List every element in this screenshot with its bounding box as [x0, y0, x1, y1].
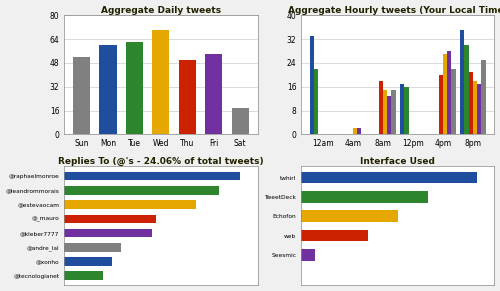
Bar — [310, 36, 314, 134]
Bar — [387, 96, 392, 134]
Bar — [64, 214, 156, 223]
Bar — [452, 69, 456, 134]
Title: Replies To (@'s - 24.06% of total tweets): Replies To (@'s - 24.06% of total tweets… — [58, 157, 264, 166]
Bar — [126, 42, 143, 134]
Title: Aggregate Daily tweets: Aggregate Daily tweets — [101, 6, 221, 15]
Bar — [64, 200, 196, 209]
Title: Aggregate Hourly tweets (Your Local Time): Aggregate Hourly tweets (Your Local Time… — [288, 6, 500, 15]
Bar — [447, 51, 452, 134]
Title: Interface Used: Interface Used — [360, 157, 436, 166]
Bar — [443, 54, 447, 134]
Bar — [392, 90, 396, 134]
Bar — [152, 30, 170, 134]
Bar — [482, 60, 486, 134]
Bar — [464, 45, 468, 134]
Bar — [383, 90, 387, 134]
Bar — [73, 57, 90, 134]
Bar — [301, 210, 398, 222]
Bar — [353, 128, 357, 134]
Bar — [301, 172, 477, 183]
Bar — [100, 45, 116, 134]
Bar — [301, 191, 428, 203]
Bar — [468, 72, 473, 134]
Bar — [477, 84, 482, 134]
Bar — [64, 186, 219, 195]
Bar — [301, 230, 368, 241]
Bar — [205, 54, 222, 134]
Bar — [64, 243, 120, 251]
Bar — [64, 172, 240, 180]
Bar — [404, 87, 408, 134]
Bar — [400, 84, 404, 134]
Bar — [460, 30, 464, 134]
Bar — [473, 81, 477, 134]
Bar — [438, 75, 443, 134]
Bar — [64, 272, 103, 280]
Bar — [301, 249, 316, 261]
Bar — [64, 229, 152, 237]
Bar — [378, 81, 383, 134]
Bar — [232, 108, 248, 134]
Bar — [314, 69, 318, 134]
Bar — [357, 128, 362, 134]
Bar — [64, 257, 112, 266]
Bar — [178, 60, 196, 134]
